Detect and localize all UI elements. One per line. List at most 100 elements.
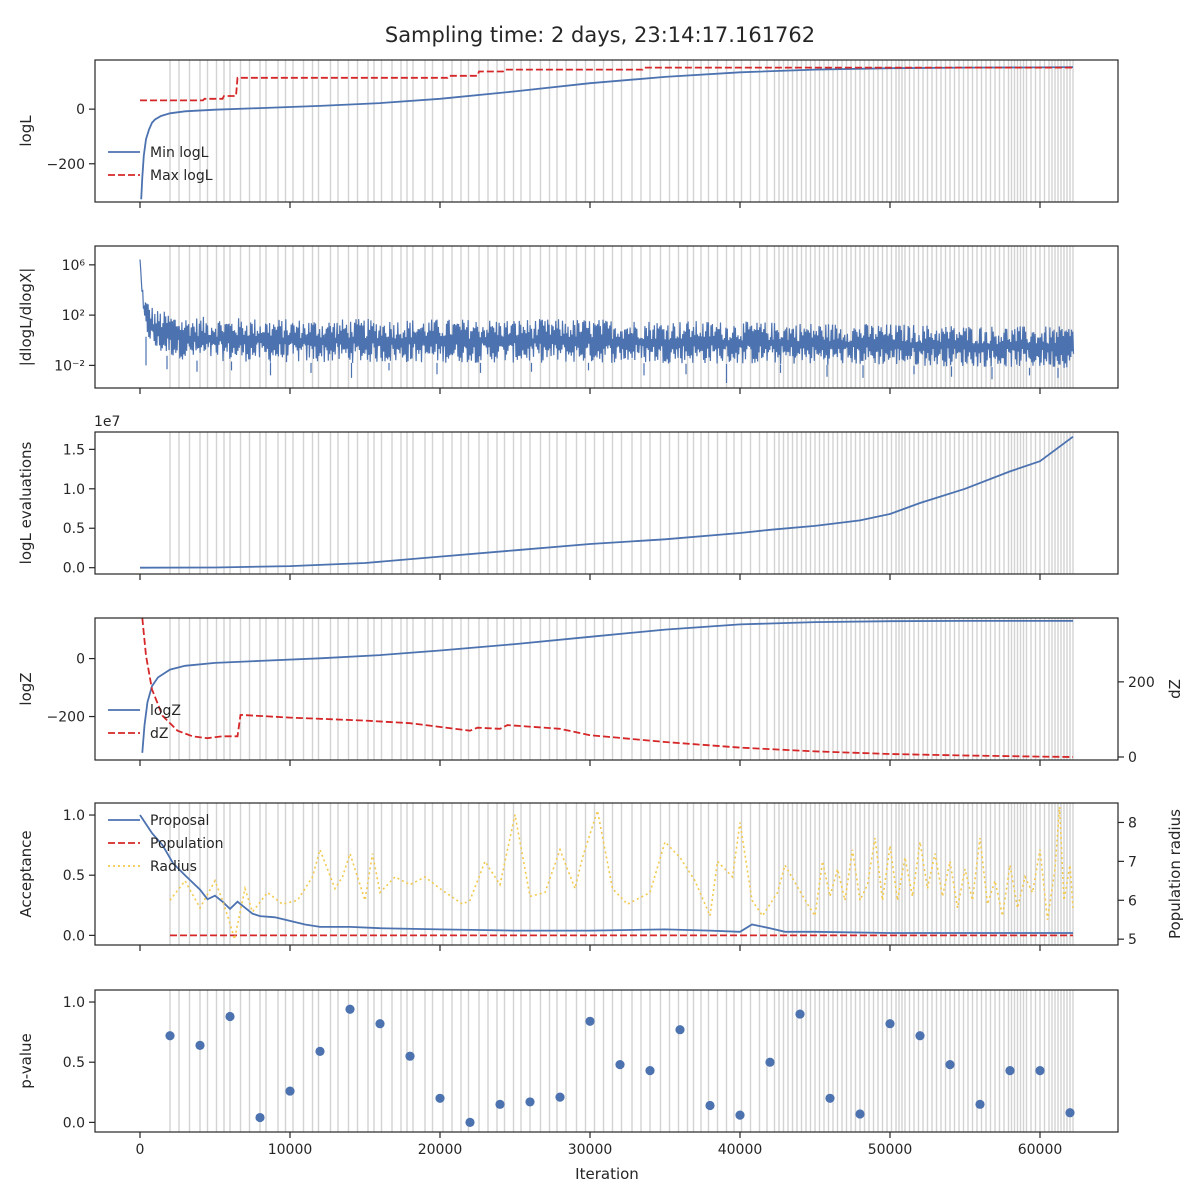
offset-text: 1e7 bbox=[94, 414, 120, 430]
y-axis-label: p-value bbox=[17, 1033, 35, 1089]
data-point bbox=[705, 1100, 715, 1111]
y-tick-label: 1.5 bbox=[63, 442, 85, 458]
data-point bbox=[675, 1025, 685, 1035]
y-tick-label-right: 200 bbox=[1128, 675, 1155, 691]
data-point bbox=[855, 1109, 865, 1119]
plot-frame bbox=[94, 989, 1119, 1133]
series-line-min-logl bbox=[140, 66, 1074, 200]
y-ticks: −200 0 bbox=[47, 652, 95, 726]
y-tick-label: 0 bbox=[76, 102, 85, 118]
y-axis-label-right: Population radius bbox=[1166, 809, 1184, 939]
legend: Min logL Max logL bbox=[108, 145, 213, 184]
y-tick-label: 0 bbox=[76, 652, 85, 668]
data-point bbox=[435, 1093, 445, 1103]
band-lines bbox=[169, 990, 1074, 1132]
data-point bbox=[375, 1019, 385, 1029]
x-tick-label: 40000 bbox=[718, 1142, 763, 1158]
y-tick-label-right: 8 bbox=[1128, 815, 1137, 831]
y-tick-label: 10⁻² bbox=[54, 358, 85, 374]
band-lines bbox=[169, 60, 1074, 202]
x-axis-label: Iteration bbox=[575, 1165, 639, 1183]
plot-frame bbox=[94, 802, 1119, 946]
series-line-logz bbox=[141, 620, 1073, 753]
y-axis-label: Acceptance bbox=[17, 830, 35, 917]
y-tick-label: −200 bbox=[47, 157, 85, 173]
series-line-radius bbox=[169, 806, 1074, 940]
y-ticks: 10⁻² 10² 10⁶ bbox=[54, 258, 95, 374]
x-tick-label: 50000 bbox=[868, 1142, 913, 1158]
y-tick-label: 1.0 bbox=[63, 995, 85, 1011]
data-point bbox=[975, 1099, 985, 1109]
series-line-proposal bbox=[139, 814, 1073, 934]
y-tick-label-right: 0 bbox=[1128, 750, 1137, 766]
legend: logZ dZ bbox=[108, 703, 181, 742]
y-tick-label-right: 6 bbox=[1128, 893, 1137, 909]
plot-frame bbox=[94, 59, 1119, 203]
data-point bbox=[735, 1110, 745, 1120]
panel-dlogL: 10⁻² 10² 10⁶ |dlogL/dlogX| bbox=[17, 245, 1119, 394]
y-tick-label-right: 5 bbox=[1128, 932, 1137, 948]
data-point bbox=[1035, 1066, 1045, 1076]
panel-pvalue: 0 10000 20000 30000 40000 50000 60000 0.0 0.5 1.0… bbox=[17, 989, 1119, 1158]
data-point bbox=[495, 1099, 505, 1109]
x-ticks bbox=[139, 574, 1041, 580]
y-ticks-right: 5 6 7 8 bbox=[1118, 815, 1137, 948]
y-tick-label: −200 bbox=[47, 710, 85, 726]
legend: Proposal Population Radius bbox=[108, 813, 224, 875]
data-point bbox=[465, 1117, 475, 1127]
legend-label: Proposal bbox=[150, 813, 209, 829]
y-ticks: 0.0 0.5 1.0 bbox=[63, 995, 95, 1131]
data-point bbox=[405, 1051, 415, 1061]
data-point bbox=[825, 1093, 835, 1103]
plot-frame bbox=[94, 245, 1119, 389]
y-tick-label: 1.0 bbox=[63, 482, 85, 498]
y-axis-label: |dlogL/dlogX| bbox=[17, 268, 35, 367]
data-point bbox=[645, 1066, 655, 1076]
x-ticks bbox=[139, 945, 1041, 951]
y-ticks: 0.0 0.5 1.0 bbox=[63, 808, 95, 944]
y-axis-label-right: dZ bbox=[1166, 679, 1184, 699]
series-line-max-logl bbox=[140, 66, 1073, 102]
series-line-logl-evaluations bbox=[139, 435, 1074, 569]
y-tick-label: 0.5 bbox=[63, 521, 85, 537]
y-ticks: −200 0 bbox=[47, 102, 95, 173]
data-point bbox=[765, 1057, 775, 1067]
panel-logL: −200 0 logL Min logL Max logL bbox=[17, 59, 1119, 208]
y-tick-label: 1.0 bbox=[63, 808, 85, 824]
data-point bbox=[195, 1040, 205, 1050]
y-tick-label-right: 7 bbox=[1128, 854, 1137, 870]
data-point bbox=[165, 1031, 175, 1041]
legend-label: dZ bbox=[150, 726, 168, 742]
y-axis-label: logL bbox=[17, 115, 35, 147]
y-ticks-right: 0 200 bbox=[1118, 675, 1155, 766]
y-tick-label: 10⁶ bbox=[62, 258, 86, 274]
series-line-dlogL bbox=[139, 259, 1075, 383]
data-point bbox=[225, 1011, 235, 1022]
data-point bbox=[525, 1097, 535, 1107]
x-tick-label: 10000 bbox=[268, 1142, 313, 1158]
panel-acceptance: 0.0 0.5 1.0 Acceptance 5 6 7 8 Population radius… bbox=[17, 802, 1184, 951]
x-tick-label: 0 bbox=[136, 1142, 145, 1158]
data-point bbox=[585, 1016, 595, 1026]
data-point bbox=[945, 1060, 955, 1070]
series-line-dz bbox=[141, 617, 1074, 758]
y-axis-label: logL evaluations bbox=[17, 441, 35, 564]
x-ticks bbox=[139, 202, 1041, 208]
legend-label: logZ bbox=[150, 703, 181, 719]
band-lines bbox=[169, 246, 1074, 388]
x-ticks: 0 10000 20000 30000 40000 50000 60000 bbox=[136, 1132, 1062, 1158]
plot-frame bbox=[94, 617, 1119, 761]
data-point bbox=[255, 1112, 265, 1123]
data-point bbox=[1065, 1108, 1075, 1118]
legend-label: Radius bbox=[150, 859, 197, 875]
y-tick-label: 0.5 bbox=[63, 868, 85, 884]
band-lines bbox=[169, 432, 1074, 574]
y-tick-label: 10² bbox=[62, 308, 85, 324]
x-ticks bbox=[139, 388, 1041, 394]
x-tick-label: 30000 bbox=[568, 1142, 613, 1158]
legend-label: Max logL bbox=[150, 168, 213, 184]
panel-evals: 0.0 0.5 1.0 1.5 logL evaluations 1e7 bbox=[17, 414, 1119, 580]
data-point bbox=[1005, 1066, 1015, 1076]
y-tick-label: 0.5 bbox=[63, 1055, 85, 1071]
